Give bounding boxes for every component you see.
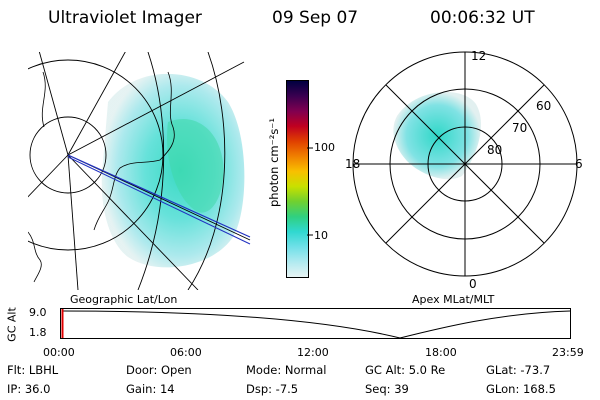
time-label-1800: 18:00 bbox=[425, 346, 457, 359]
time-label: 00:06:32 UT bbox=[430, 8, 535, 28]
info-seq: Seq: 39 bbox=[365, 382, 409, 396]
mlt-label-0: 0 bbox=[469, 277, 477, 291]
polar-panel-caption: Apex MLat/MLT bbox=[412, 293, 495, 306]
gc-alt-tick-max: 9.0 bbox=[29, 306, 47, 319]
colorbar bbox=[286, 80, 309, 278]
mlat-label-70: 70 bbox=[512, 121, 527, 135]
polar-mlat-mlt-panel: 12 0 18 6 60 70 80 bbox=[345, 49, 583, 291]
time-label-0000: 00:00 bbox=[43, 346, 75, 359]
info-ip: IP: 36.0 bbox=[7, 382, 51, 396]
geographic-image-panel bbox=[28, 52, 251, 290]
info-mode: Mode: Normal bbox=[246, 363, 327, 377]
gc-alt-plot bbox=[60, 308, 571, 339]
colorbar-tick-10: 10 bbox=[314, 229, 328, 242]
mlat-label-80: 80 bbox=[487, 143, 502, 157]
mlt-label-12: 12 bbox=[471, 49, 486, 63]
app-title: Ultraviolet Imager bbox=[48, 8, 202, 28]
mlt-label-18: 18 bbox=[345, 157, 360, 171]
colorbar-tick-100: 100 bbox=[314, 141, 335, 154]
info-gain: Gain: 14 bbox=[126, 382, 175, 396]
info-glon: GLon: 168.5 bbox=[486, 382, 556, 396]
info-glat: GLat: -73.7 bbox=[486, 363, 551, 377]
colorbar-label: photon cm⁻²s⁻¹ bbox=[267, 118, 281, 207]
info-gc-alt: GC Alt: 5.0 Re bbox=[365, 363, 446, 377]
gc-alt-axis-title: GC Alt bbox=[5, 307, 19, 342]
mlat-label-60: 60 bbox=[536, 99, 551, 113]
info-dsp: Dsp: -7.5 bbox=[246, 382, 299, 396]
date-label: 09 Sep 07 bbox=[272, 8, 359, 28]
mlt-label-6: 6 bbox=[575, 157, 583, 171]
geo-panel-caption: Geographic Lat/Lon bbox=[70, 293, 178, 306]
gc-alt-tick-min: 1.8 bbox=[29, 326, 47, 339]
time-label-0600: 06:00 bbox=[170, 346, 202, 359]
info-flt: Flt: LBHL bbox=[7, 363, 59, 377]
time-label-1200: 12:00 bbox=[297, 346, 329, 359]
colorbar-ticks bbox=[307, 147, 313, 236]
time-label-2359: 23:59 bbox=[552, 346, 584, 359]
info-door: Door: Open bbox=[126, 363, 192, 377]
